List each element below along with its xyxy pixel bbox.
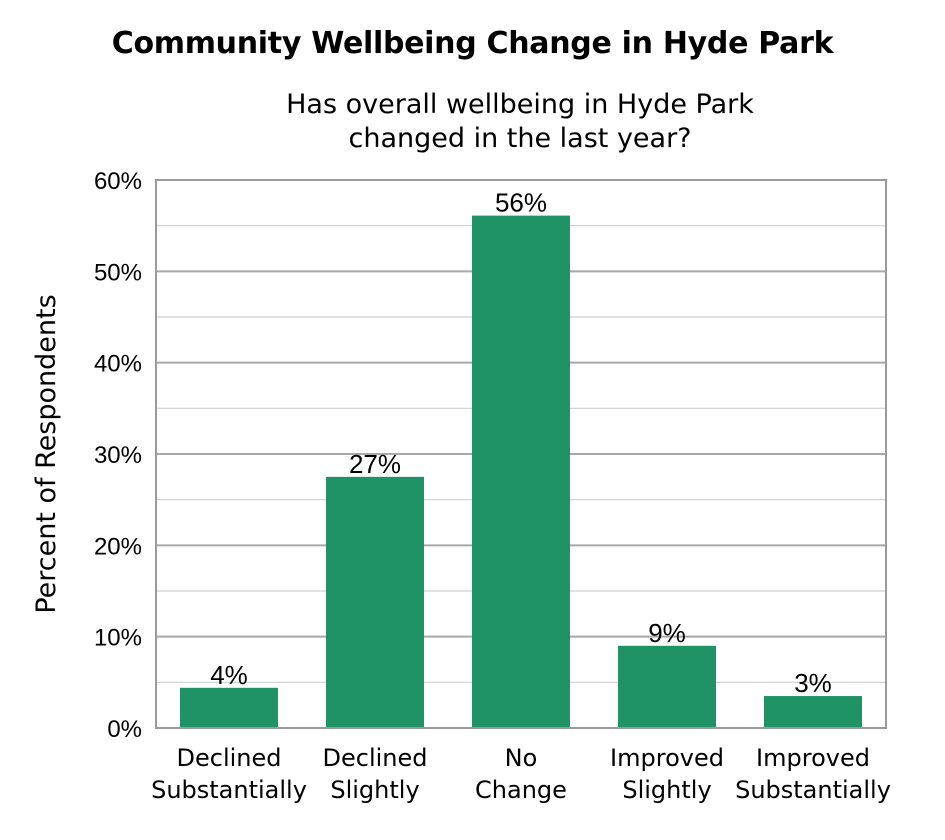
data-labels: 4% 27% 56% 9% 3%: [210, 188, 832, 698]
y-axis-label: Percent of Respondents: [31, 294, 62, 613]
x-tick-label: Declined Substantially: [151, 744, 307, 804]
x-tick-label-line: Slightly: [622, 776, 711, 804]
y-tick-label: 10%: [94, 625, 142, 652]
x-tick-label-line: Improved: [610, 744, 724, 772]
y-tick-label: 40%: [94, 351, 142, 378]
data-label: 56%: [495, 188, 547, 218]
x-tick-label: Improved Substantially: [735, 744, 891, 804]
x-tick-label-line: Change: [475, 776, 567, 804]
y-tick-label: 30%: [94, 442, 142, 469]
chart-subtitle: Has overall wellbeing in Hyde Park chang…: [200, 88, 840, 156]
bar: [326, 476, 424, 728]
y-tick-label: 50%: [94, 259, 142, 286]
data-label: 3%: [794, 668, 832, 698]
subtitle-line-2: changed in the last year?: [348, 123, 692, 154]
chart-title: Community Wellbeing Change in Hyde Park: [111, 26, 834, 61]
y-tick-label: 20%: [94, 533, 142, 560]
x-tick-label-line: Substantially: [151, 776, 307, 804]
bar: [618, 645, 716, 728]
y-tick-label: 0%: [107, 716, 142, 743]
x-tick-label-line: Declined: [177, 744, 282, 772]
subtitle-line-1: Has overall wellbeing in Hyde Park: [286, 89, 754, 120]
x-axis-labels: Declined Substantially Declined Slightly No C…: [151, 744, 891, 804]
x-tick-label-line: Improved: [756, 744, 870, 772]
plot-area-border: [155, 179, 887, 729]
x-tick-label-line: No: [505, 744, 538, 772]
data-label: 27%: [349, 449, 401, 479]
y-tick-label: 60%: [94, 168, 142, 195]
data-label: 9%: [648, 618, 686, 648]
x-tick-label-line: Declined: [323, 744, 428, 772]
x-tick-label: Declined Slightly: [323, 744, 428, 804]
data-label: 4%: [210, 660, 248, 690]
x-tick-label-line: Substantially: [735, 776, 891, 804]
bars: [180, 215, 862, 728]
x-tick-label: No Change: [475, 744, 567, 804]
bar: [180, 687, 278, 728]
bar: [472, 215, 570, 728]
bar: [764, 696, 862, 728]
x-tick-label-line: Slightly: [330, 776, 419, 804]
x-tick-label: Improved Slightly: [610, 744, 724, 804]
y-axis-ticks: 0% 10% 20% 30% 40% 50% 60%: [94, 168, 142, 743]
